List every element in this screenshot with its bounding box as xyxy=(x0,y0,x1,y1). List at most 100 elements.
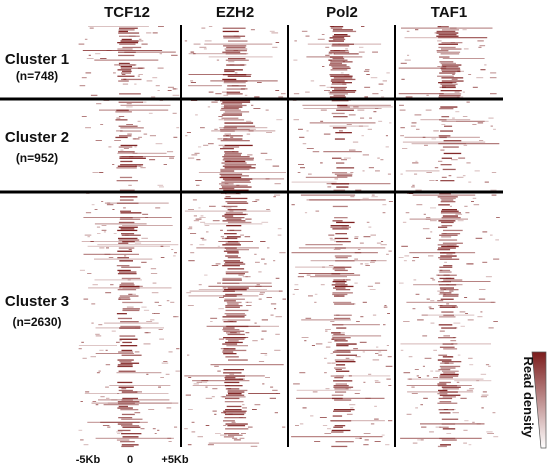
heat-band xyxy=(224,385,243,387)
heat-speck xyxy=(346,279,351,281)
heat-band xyxy=(117,269,131,272)
heat-speck xyxy=(429,180,435,181)
heat-band xyxy=(224,300,236,302)
heat-speck xyxy=(401,27,493,29)
heat-speck xyxy=(350,407,354,409)
heat-speck xyxy=(315,274,361,276)
heat-band xyxy=(227,75,251,77)
heat-speck xyxy=(452,409,456,410)
heat-band xyxy=(439,93,462,95)
heat-band xyxy=(121,349,133,352)
heat-speck xyxy=(188,53,249,55)
heat-speck xyxy=(220,348,225,350)
heat-speck xyxy=(111,399,118,401)
heat-band xyxy=(222,277,242,280)
heat-speck xyxy=(293,93,300,95)
heat-speck xyxy=(406,385,472,386)
heat-speck xyxy=(463,429,468,431)
heat-band xyxy=(335,361,356,363)
heat-speck xyxy=(206,325,261,327)
heat-speck xyxy=(310,260,387,262)
heat-speck xyxy=(135,391,142,393)
heat-band xyxy=(439,375,459,377)
heat-speck xyxy=(455,111,460,113)
heat-speck xyxy=(452,117,455,119)
heat-speck xyxy=(215,263,221,265)
heat-speck xyxy=(398,93,444,95)
heat-speck xyxy=(327,428,331,430)
heat-band xyxy=(117,401,140,403)
heat-speck xyxy=(245,218,252,220)
heat-speck xyxy=(127,133,132,135)
heat-band xyxy=(437,249,451,251)
heat-speck xyxy=(464,420,469,422)
heat-band xyxy=(226,249,249,251)
heat-speck xyxy=(344,75,351,77)
heat-speck xyxy=(266,297,272,298)
heat-speck xyxy=(158,26,164,27)
heat-band xyxy=(442,295,459,297)
heat-band xyxy=(224,104,247,107)
heat-band xyxy=(225,378,243,380)
heat-band xyxy=(122,70,132,73)
heat-speck xyxy=(143,343,151,345)
heat-band xyxy=(224,48,248,50)
heat-speck xyxy=(335,369,342,370)
heat-speck xyxy=(191,431,196,433)
heat-speck xyxy=(367,285,373,287)
heat-band xyxy=(223,157,254,159)
heat-band xyxy=(221,103,243,105)
heat-band xyxy=(330,80,345,82)
heat-speck xyxy=(442,66,447,67)
heat-speck xyxy=(364,439,369,441)
heat-band xyxy=(226,93,243,95)
heat-speck xyxy=(199,244,205,246)
heat-band xyxy=(441,48,462,50)
heat-speck xyxy=(450,42,455,43)
heat-speck xyxy=(133,138,140,140)
heat-band xyxy=(331,78,356,81)
heat-speck xyxy=(355,437,362,439)
heat-speck xyxy=(232,151,235,153)
heat-speck xyxy=(482,231,488,233)
heat-speck xyxy=(222,319,228,321)
heat-band xyxy=(331,445,348,448)
heat-band xyxy=(440,164,452,166)
heat-speck xyxy=(309,199,386,201)
heat-speck xyxy=(148,112,153,114)
heat-band xyxy=(227,303,239,305)
heat-band xyxy=(225,356,239,358)
heat-band xyxy=(333,94,345,97)
heat-speck xyxy=(417,439,421,441)
heat-speck xyxy=(407,391,474,393)
heat-speck xyxy=(247,301,252,303)
heat-speck xyxy=(90,241,94,242)
heat-speck xyxy=(325,54,330,56)
heat-speck xyxy=(104,322,159,324)
heat-speck xyxy=(372,359,380,361)
heat-speck xyxy=(203,48,207,50)
heat-speck xyxy=(403,372,411,374)
heat-speck xyxy=(329,26,335,27)
heat-speck xyxy=(292,293,295,295)
read-density-legend: Read density xyxy=(521,351,547,449)
heat-band xyxy=(443,265,453,267)
heat-speck xyxy=(295,425,299,426)
heat-speck xyxy=(221,412,226,414)
heat-speck xyxy=(301,30,308,32)
heat-speck xyxy=(298,247,386,249)
heat-speck xyxy=(319,417,327,418)
heat-band xyxy=(442,242,463,244)
heat-band xyxy=(222,282,240,284)
legend-label: Read density xyxy=(521,357,536,439)
heat-speck xyxy=(146,32,152,34)
heat-speck xyxy=(260,241,266,242)
heat-speck xyxy=(225,325,279,327)
heat-band xyxy=(116,313,127,315)
heat-band xyxy=(225,293,243,296)
heat-band xyxy=(122,341,132,344)
heat-speck xyxy=(463,144,468,146)
heat-speck xyxy=(163,361,168,362)
heat-band xyxy=(120,196,138,198)
heat-speck xyxy=(224,138,228,140)
